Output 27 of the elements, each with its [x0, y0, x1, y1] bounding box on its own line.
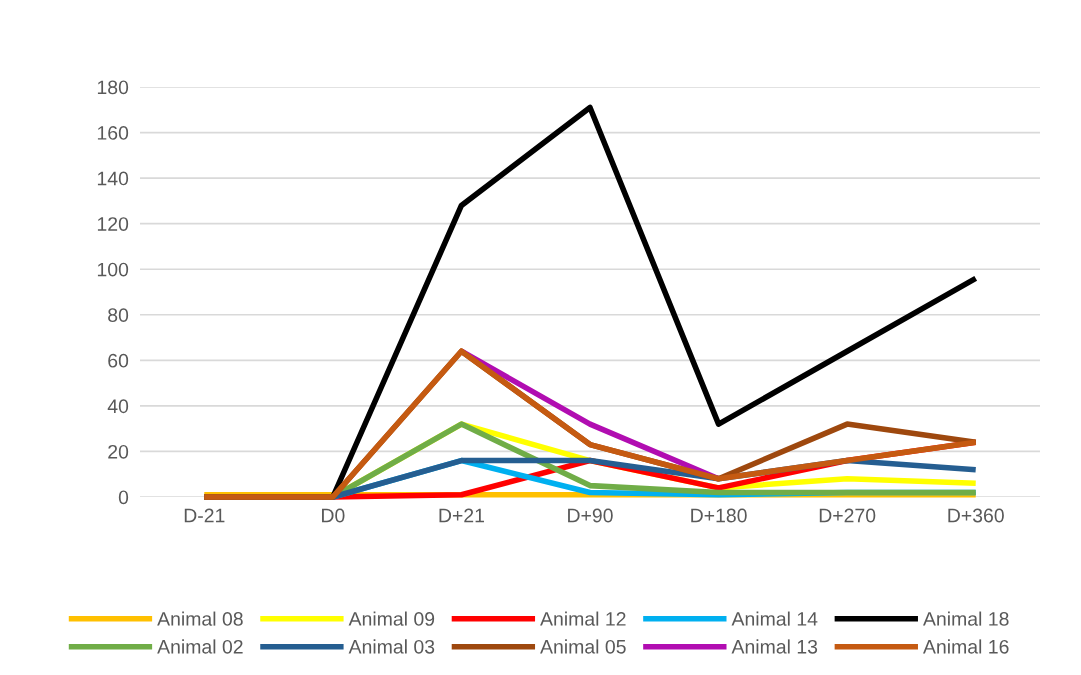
legend-label: Animal 18 — [923, 611, 1009, 626]
x-tick-label: D+90 — [568, 508, 613, 523]
x-tick-label: D+21 — [439, 508, 484, 523]
y-tick-label: 160 — [97, 126, 129, 140]
legend-label: Animal 03 — [348, 639, 435, 654]
x-tick-label: D-21 — [184, 508, 225, 523]
x-tick-label: D+180 — [691, 508, 747, 523]
x-tick-label: D0 — [322, 508, 345, 523]
legend-label: Animal 05 — [540, 639, 626, 654]
legend-label: Animal 12 — [540, 611, 626, 626]
y-tick-label: 140 — [97, 171, 129, 186]
legend-label: Animal 02 — [157, 639, 243, 654]
y-tick-label: 60 — [108, 353, 129, 368]
y-tick-label: 120 — [97, 217, 129, 231]
legend-label: Animal 09 — [348, 611, 435, 626]
y-tick-label: 0 — [118, 490, 129, 505]
x-tick-label: D+270 — [819, 508, 876, 523]
y-tick-label: 180 — [97, 80, 129, 95]
y-tick-label: 40 — [107, 399, 129, 414]
y-tick-label: 20 — [108, 444, 129, 459]
y-tick-label: 100 — [97, 262, 129, 277]
legend-label: Animal 13 — [731, 639, 818, 654]
legend-label: Animal 14 — [731, 611, 818, 626]
legend-label: Animal 16 — [923, 639, 1009, 654]
y-tick-label: 80 — [108, 308, 129, 323]
x-tick-label: D+360 — [948, 508, 1004, 523]
legend-label: Animal 08 — [157, 611, 243, 626]
